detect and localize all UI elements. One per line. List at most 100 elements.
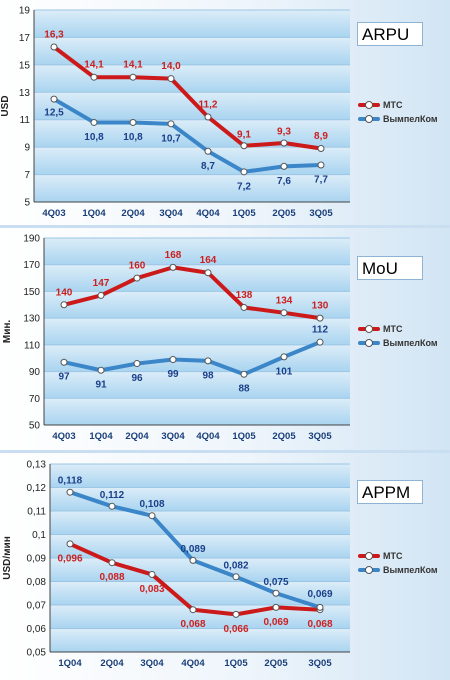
- data-label-vimpelcom: 0,118: [58, 476, 83, 487]
- y-tick-label: 7: [24, 170, 30, 181]
- grid-band: [50, 487, 350, 511]
- data-label-mts: 160: [129, 261, 146, 272]
- data-point-vimpelcom: [108, 502, 116, 510]
- x-tick-label: 1Q04: [89, 431, 113, 442]
- data-label-mts: 140: [56, 287, 73, 298]
- legend-swatch-vimpelcom: [358, 337, 380, 349]
- x-tick-label: 2Q04: [121, 208, 145, 219]
- data-point-mts: [204, 269, 212, 277]
- appm-legend: МТС ВымпелКом: [358, 549, 438, 577]
- grid-band: [50, 464, 350, 488]
- data-point-vimpelcom: [167, 120, 175, 128]
- data-label-vimpelcom: 0,108: [139, 499, 164, 510]
- legend-item-vimpelcom: ВымпелКом: [358, 563, 438, 577]
- data-label-vimpelcom: 8,7: [201, 161, 215, 172]
- data-label-vimpelcom: 0,069: [307, 589, 332, 600]
- y-tick-label: 15: [19, 60, 31, 71]
- y-tick-label: 0,09: [27, 554, 47, 565]
- grid-band: [50, 581, 350, 605]
- arpu-title: ARPU: [357, 22, 423, 46]
- y-tick-label: 110: [24, 340, 40, 351]
- data-label-mts: 0,088: [99, 572, 124, 583]
- grid-band: [34, 92, 350, 120]
- x-tick-label: 4Q04: [181, 658, 205, 669]
- grid-band: [50, 558, 350, 582]
- data-point-mts: [317, 145, 325, 153]
- data-label-mts: 0,068: [180, 619, 205, 630]
- legend-label-vimpelcom: ВымпелКом: [383, 338, 438, 348]
- data-label-vimpelcom: 97: [58, 372, 70, 383]
- data-label-vimpelcom: 7,7: [314, 174, 328, 185]
- appm-panel: 0,05 0,06 0,07 0,08 0,09 0,1 0,11 0,12 0,13 USD/м…: [0, 453, 450, 680]
- data-point-vimpelcom: [280, 162, 288, 170]
- data-label-mts: 0,096: [57, 553, 82, 564]
- data-label-vimpelcom: 10,8: [123, 132, 143, 143]
- grid-band: [34, 37, 350, 65]
- x-tick-label: 1Q05: [232, 431, 256, 442]
- data-label-mts: 0,066: [223, 624, 248, 635]
- mou-title: MoU: [357, 256, 423, 280]
- data-label-mts: 164: [200, 255, 217, 266]
- data-label-vimpelcom: 96: [131, 373, 143, 384]
- x-tick-label: 3Q04: [161, 431, 185, 442]
- x-tick-label: 3Q04: [159, 208, 183, 219]
- legend-swatch-vimpelcom: [358, 564, 380, 576]
- legend-swatch-mts: [358, 99, 380, 111]
- grid-band: [44, 398, 350, 425]
- data-point-vimpelcom: [129, 118, 137, 126]
- y-tick-label: 50: [29, 421, 41, 432]
- y-tick-label: 0,08: [27, 577, 47, 588]
- data-label-mts: 9,3: [277, 127, 291, 138]
- y-tick-label: 70: [29, 394, 41, 405]
- data-label-vimpelcom: 7,6: [277, 176, 291, 187]
- data-point-vimpelcom: [272, 589, 280, 597]
- grid-band: [34, 174, 350, 202]
- y-axis-label: Мин.: [2, 320, 13, 344]
- data-label-mts: 9,1: [237, 129, 251, 140]
- x-tick-label: 2Q05: [264, 658, 288, 669]
- legend-swatch-vimpelcom: [358, 113, 380, 125]
- legend-label-mts: МТС: [383, 324, 403, 334]
- data-point-mts: [66, 540, 74, 548]
- x-tick-label: 3Q04: [140, 658, 164, 669]
- data-label-mts: 138: [236, 290, 253, 301]
- data-label-mts: 134: [276, 295, 293, 306]
- legend-swatch-mts: [358, 550, 380, 562]
- appm-chart: 0,05 0,06 0,07 0,08 0,09 0,1 0,11 0,12 0,13 USD/м…: [2, 460, 350, 669]
- data-label-vimpelcom: 99: [167, 369, 179, 380]
- grid-band: [50, 605, 350, 629]
- data-point-mts: [167, 75, 175, 83]
- grid-band: [50, 628, 350, 652]
- grid-band: [44, 318, 350, 345]
- data-point-mts: [133, 274, 141, 282]
- data-point-mts: [97, 291, 105, 299]
- series-line-vimpelcom: [52, 97, 322, 174]
- y-tick-label: 5: [24, 198, 30, 209]
- mou-plot-bands: [44, 238, 350, 425]
- data-point-mts: [90, 73, 98, 81]
- mou-panel: 50 70 90 110 130 150 170 190 Мин. 4Q03 1Q04 2Q04 3Q0…: [0, 228, 450, 450]
- x-tick-label: 4Q03: [52, 431, 75, 442]
- legend-item-mts: МТС: [358, 98, 438, 112]
- data-label-mts: 14,0: [161, 61, 181, 72]
- data-label-mts: 0,068: [307, 619, 332, 630]
- x-tick-label: 3Q05: [309, 208, 333, 219]
- data-label-vimpelcom: 98: [202, 370, 214, 381]
- y-tick-label: 0,07: [27, 601, 47, 612]
- data-label-vimpelcom: 10,8: [84, 132, 104, 143]
- y-tick-label: 9: [24, 143, 30, 154]
- grid-band: [34, 10, 350, 38]
- data-label-vimpelcom: 0,089: [180, 544, 205, 555]
- data-label-mts: 0,083: [139, 584, 164, 595]
- x-tick-label: 1Q05: [224, 658, 248, 669]
- y-tick-label: 0,13: [27, 460, 47, 471]
- data-point-vimpelcom: [316, 338, 324, 346]
- y-tick-label: 0,06: [27, 624, 47, 635]
- data-label-mts: 168: [165, 250, 182, 261]
- y-tick-label: 17: [19, 33, 31, 44]
- data-label-vimpelcom: 10,7: [161, 133, 181, 144]
- data-point-vimpelcom: [60, 358, 68, 366]
- y-tick-label: 0,12: [27, 483, 47, 494]
- data-label-vimpelcom: 101: [276, 366, 293, 377]
- legend-label-mts: МТС: [383, 551, 403, 561]
